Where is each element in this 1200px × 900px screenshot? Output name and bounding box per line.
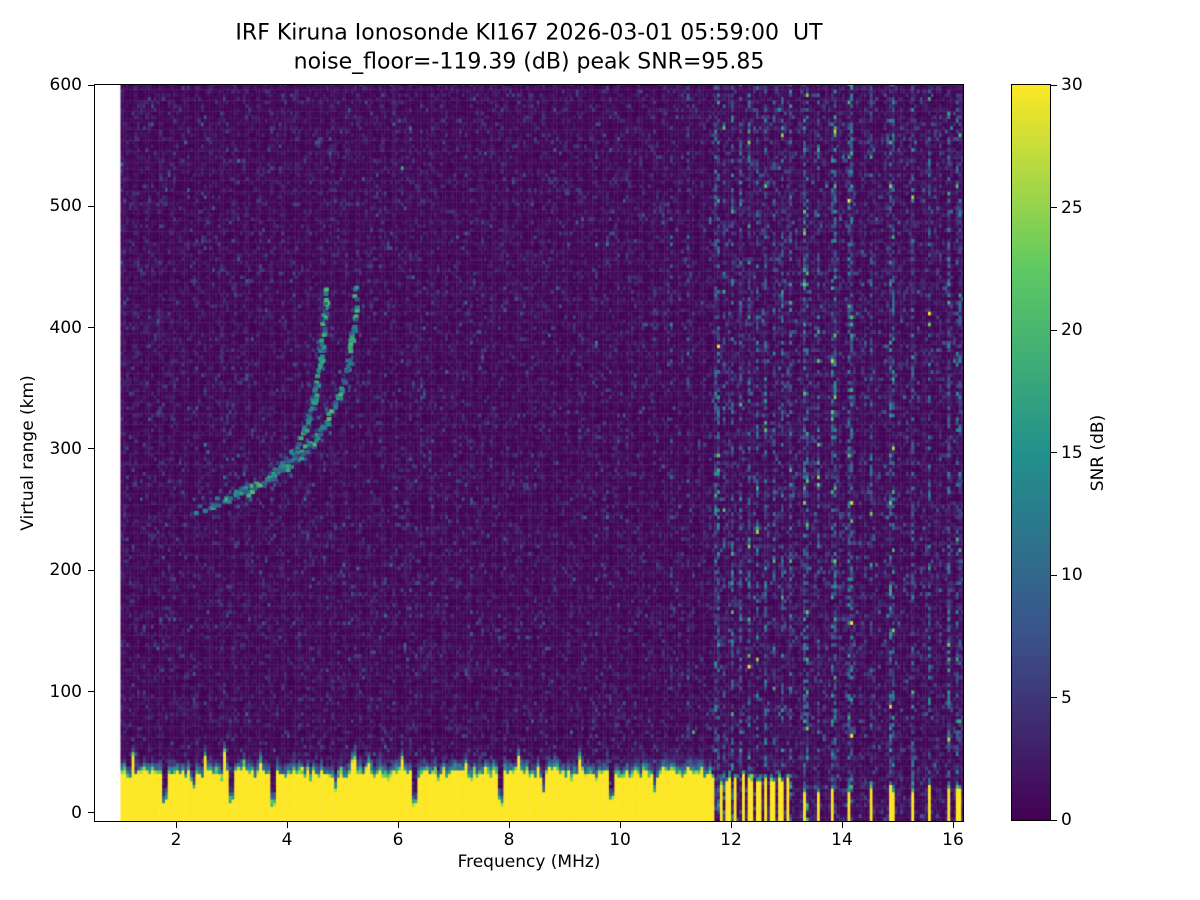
colorbar-tick-mark: [1051, 697, 1057, 698]
colorbar-tick-mark: [1051, 574, 1057, 576]
y-tick-mark: [88, 812, 94, 814]
y-tick-label: 400: [49, 317, 82, 338]
colorbar-tick-label: 15: [1061, 442, 1083, 463]
x-tick-mark: [619, 822, 621, 828]
x-tick-label: 8: [503, 830, 515, 850]
y-tick-label: 500: [49, 196, 82, 217]
colorbar-gradient: [1012, 85, 1050, 820]
x-tick-mark: [952, 822, 954, 828]
y-tick-label: 300: [49, 438, 82, 459]
x-tick-mark: [175, 822, 177, 828]
colorbar-tick-label: 20: [1061, 320, 1083, 340]
x-tick-mark: [508, 822, 510, 828]
colorbar-tick-label: 25: [1061, 197, 1083, 218]
chart-subtitle: noise_floor=-119.39 (dB) peak SNR=95.85: [293, 49, 765, 75]
y-tick-mark: [88, 569, 94, 571]
y-tick-label: 100: [49, 681, 82, 702]
colorbar-tick-label: 30: [1061, 75, 1083, 95]
y-tick-mark: [88, 327, 94, 329]
chart-title: IRF Kiruna Ionosonde KI167 2026-03-01 05…: [235, 20, 823, 46]
y-tick-mark: [88, 84, 94, 86]
y-tick-mark: [88, 691, 94, 693]
colorbar-label: SNR (dB): [1088, 414, 1108, 492]
colorbar-tick-label: 5: [1061, 687, 1072, 708]
colorbar-tick-mark: [1051, 329, 1057, 331]
y-tick-label: 0: [71, 802, 82, 823]
colorbar-tick-label: 0: [1061, 810, 1072, 830]
x-axis-label: Frequency (MHz): [457, 852, 601, 872]
y-tick-mark: [88, 448, 94, 450]
x-tick-label: 16: [942, 830, 964, 850]
x-tick-mark: [841, 822, 843, 828]
x-tick-mark: [397, 822, 399, 828]
y-tick-mark: [88, 205, 94, 207]
colorbar-tick-mark: [1051, 207, 1057, 208]
x-tick-label: 10: [609, 830, 631, 850]
x-tick-mark: [730, 822, 732, 828]
x-tick-label: 12: [720, 830, 742, 850]
x-tick-label: 14: [831, 830, 853, 850]
colorbar-tick-label: 10: [1061, 565, 1083, 585]
colorbar-tick-mark: [1051, 84, 1057, 86]
y-tick-label: 600: [49, 75, 82, 95]
y-axis-label: Virtual range (km): [18, 375, 38, 531]
x-tick-mark: [286, 822, 288, 828]
x-tick-label: 6: [392, 830, 404, 850]
x-tick-label: 2: [170, 830, 182, 850]
y-tick-label: 200: [49, 560, 82, 581]
colorbar-tick-mark: [1051, 452, 1057, 453]
ionogram-heatmap: [95, 85, 963, 821]
x-tick-label: 4: [281, 830, 293, 850]
colorbar-tick-mark: [1051, 819, 1057, 821]
